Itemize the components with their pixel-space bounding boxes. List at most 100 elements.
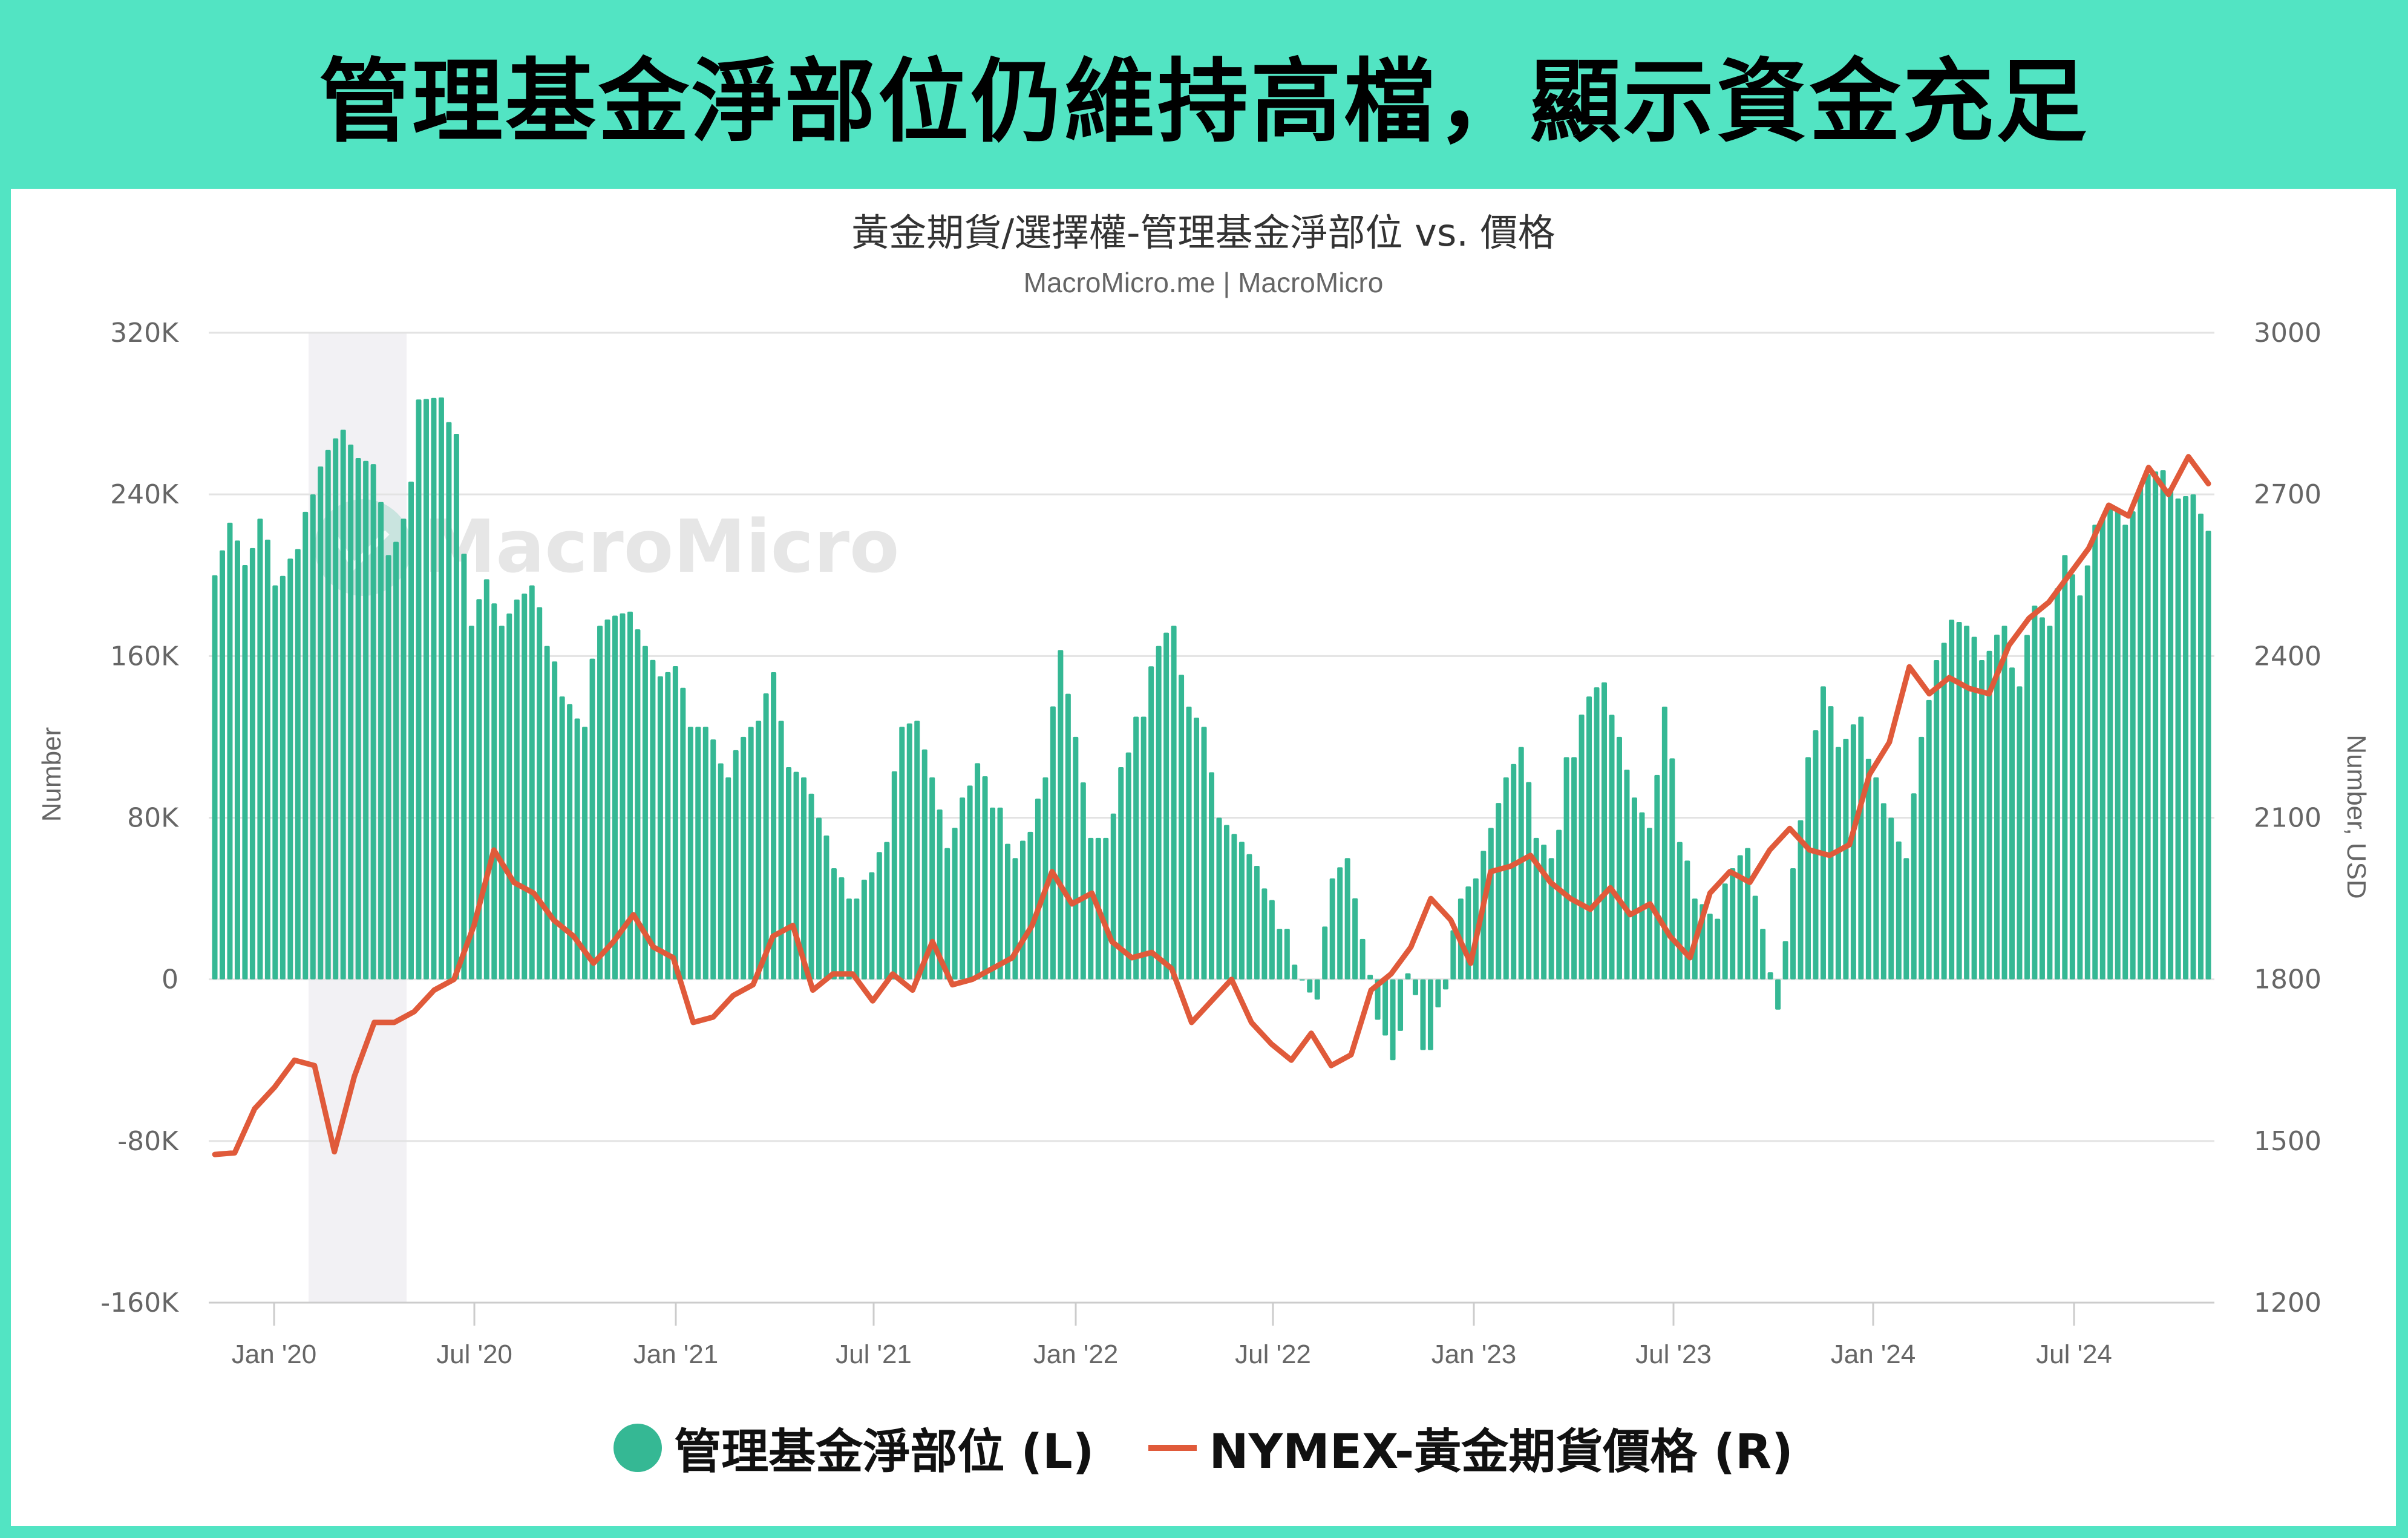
bar xyxy=(1548,858,1554,980)
bar xyxy=(1382,979,1389,1036)
bar xyxy=(212,575,218,980)
bar xyxy=(620,613,626,980)
bar xyxy=(929,777,935,980)
bar xyxy=(242,565,248,980)
banner-title: 管理基金淨部位仍維持高檔，顯示資金充足 xyxy=(318,49,2089,155)
bar xyxy=(1903,858,1909,980)
bar xyxy=(975,763,981,980)
left-tick-label: 80K xyxy=(127,803,179,834)
bar xyxy=(944,848,950,980)
bar xyxy=(665,672,671,980)
bar xyxy=(1639,812,1645,980)
bar xyxy=(2054,588,2060,980)
bar xyxy=(1511,764,1517,980)
bar xyxy=(1949,620,1955,980)
bar xyxy=(1322,926,1328,980)
bar xyxy=(861,879,867,980)
bar xyxy=(680,687,686,980)
line-series-gold-price[interactable] xyxy=(212,454,2211,1157)
right-tick-label: 1800 xyxy=(2254,964,2321,995)
left-tick-label: 320K xyxy=(110,318,179,349)
bar xyxy=(952,828,958,980)
right-tick-label: 1500 xyxy=(2254,1126,2321,1157)
bar xyxy=(1669,758,1675,980)
bar xyxy=(1103,837,1109,980)
bar xyxy=(1964,626,1970,980)
legend-item-gold-price[interactable]: NYMEX-黃金期貨價格 (R) xyxy=(1148,1414,1793,1482)
bar xyxy=(1880,803,1886,980)
bar xyxy=(1299,979,1305,981)
bar xyxy=(967,785,973,980)
bar xyxy=(1269,900,1275,980)
bar xyxy=(1926,699,1932,980)
bar xyxy=(1654,774,1660,980)
bar xyxy=(1080,782,1086,980)
x-axis: Jan '20 Jul '20 Jan '21 Jul '21 Jan '22 Jul '… xyxy=(209,1301,2214,1369)
chart-plot-area[interactable]: MacroMicro 320K 240K 160K 80K 0 -80K -160K Numb… xyxy=(11,189,2396,1526)
bar xyxy=(2198,513,2204,980)
bar xyxy=(2001,626,2007,980)
bar xyxy=(1835,747,1841,980)
bar xyxy=(778,721,784,980)
bar xyxy=(1503,777,1509,980)
bar xyxy=(1828,706,1834,980)
bar xyxy=(1798,820,1804,980)
bar xyxy=(2153,471,2159,980)
bar xyxy=(310,494,316,980)
bar-series-net-position[interactable] xyxy=(212,397,2211,1061)
bar xyxy=(1888,817,1894,980)
bar xyxy=(264,539,270,980)
bar xyxy=(1307,979,1313,993)
bar xyxy=(914,721,920,980)
bar xyxy=(1035,798,1041,980)
bar xyxy=(1329,878,1335,980)
bar xyxy=(2145,474,2151,980)
bar xyxy=(1110,813,1116,980)
bar xyxy=(514,599,520,980)
bar xyxy=(431,398,437,980)
bar xyxy=(574,718,580,980)
bar xyxy=(1745,848,1751,980)
left-tick-label: 0 xyxy=(162,964,178,995)
legend-item-net-position[interactable]: 管理基金淨部位 (L) xyxy=(613,1414,1094,1482)
bar xyxy=(476,599,482,980)
bar xyxy=(695,727,701,980)
legend-label: 管理基金淨部位 (L) xyxy=(674,1425,1094,1479)
bar xyxy=(982,776,988,980)
bar xyxy=(884,842,890,980)
bar xyxy=(816,817,822,980)
bar xyxy=(906,723,912,980)
bar xyxy=(1209,772,1214,980)
bar xyxy=(937,809,943,980)
bar xyxy=(1609,715,1615,980)
bar xyxy=(823,835,829,980)
bar xyxy=(1752,895,1758,980)
bar xyxy=(756,721,762,980)
bar xyxy=(280,575,286,980)
bar xyxy=(1850,724,1856,980)
bar xyxy=(249,548,255,980)
bar xyxy=(416,399,422,980)
bar xyxy=(370,464,376,980)
x-tick-label: Jan '22 xyxy=(1033,1340,1119,1369)
bar xyxy=(363,460,369,980)
bar xyxy=(1586,696,1592,980)
bar xyxy=(1398,979,1404,1031)
bar xyxy=(846,898,852,980)
bar xyxy=(725,777,731,980)
bar xyxy=(808,793,814,980)
right-tick-label: 2400 xyxy=(2254,641,2321,672)
bar xyxy=(921,749,928,980)
bar xyxy=(1314,979,1320,1000)
bar xyxy=(839,877,845,980)
bar xyxy=(1019,840,1026,980)
bar xyxy=(1820,686,1826,980)
bar xyxy=(1782,941,1788,980)
bar xyxy=(612,615,618,980)
bar xyxy=(1979,660,1985,980)
bar xyxy=(1919,736,1925,980)
bar xyxy=(1216,817,1222,980)
bar xyxy=(408,482,414,980)
bar xyxy=(1624,770,1630,980)
bar xyxy=(1352,898,1358,980)
